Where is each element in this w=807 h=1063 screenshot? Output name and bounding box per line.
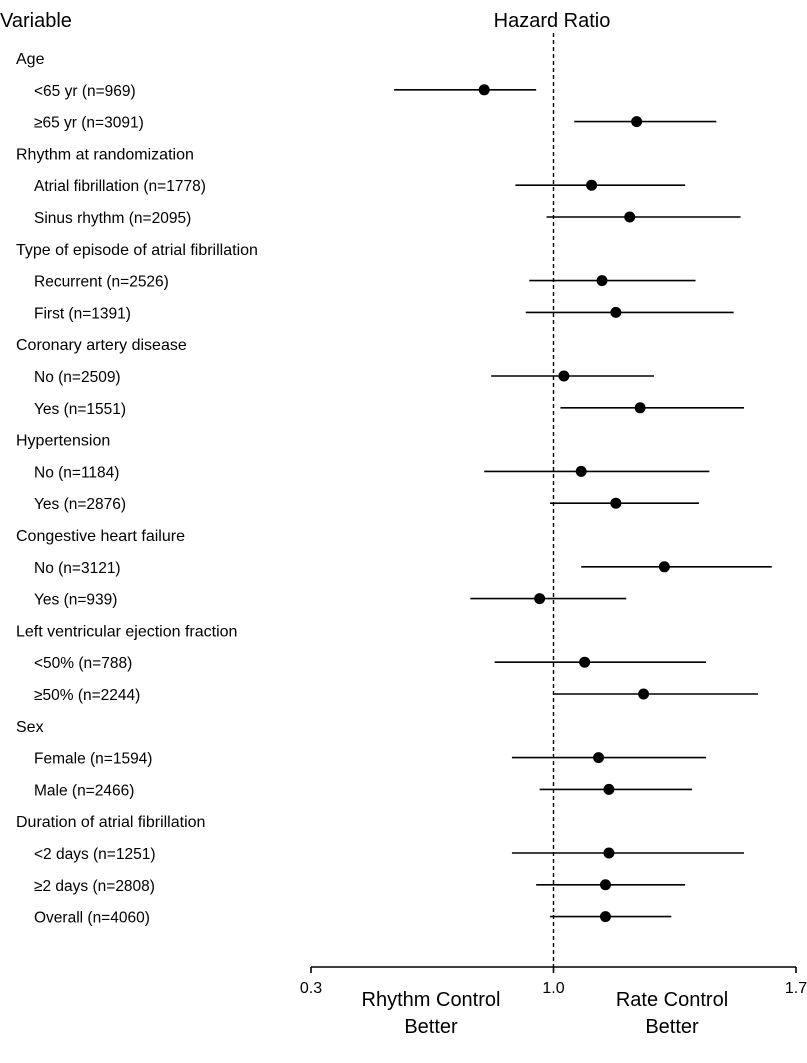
- hazard-ratio-point: [599, 879, 611, 891]
- hazard-ratio-point: [593, 752, 605, 764]
- group-label: Sex: [16, 719, 44, 736]
- x-axis: 0.3 1.0 1.7: [300, 33, 807, 997]
- subgroup-label: <2 days (n=1251): [34, 846, 156, 863]
- group-label: Duration of atrial fibrillation: [16, 814, 205, 831]
- hazard-ratio-point: [596, 275, 608, 287]
- hazard-ratio-point: [575, 465, 587, 477]
- subgroup-label: No (n=1184): [34, 464, 119, 481]
- group-label: Left ventricular ejection fraction: [16, 623, 237, 640]
- hazard-ratio-point: [478, 84, 490, 96]
- hazard-ratio-point: [579, 656, 591, 668]
- hazard-ratio-point: [558, 370, 570, 382]
- subgroup-label: ≥65 yr (n=3091): [34, 115, 144, 132]
- subgroup-label: Sinus rhythm (n=2095): [34, 210, 191, 227]
- subgroup-label: Yes (n=2876): [34, 496, 126, 513]
- rate-control-better-label-line2: Better: [645, 1016, 699, 1038]
- group-label: Hypertension: [16, 433, 110, 450]
- subgroup-label: Yes (n=1551): [34, 401, 126, 418]
- hazard-ratio-point: [603, 783, 615, 795]
- hazard-ratio-point: [658, 561, 670, 573]
- subgroup-label: <50% (n=788): [34, 655, 132, 672]
- hazard-ratio-point: [610, 497, 622, 509]
- hazard-ratio-point: [638, 688, 650, 700]
- subgroup-label: First (n=1391): [34, 305, 131, 322]
- hazard-ratio-point: [603, 847, 615, 859]
- x-tick-label: 1.0: [542, 980, 564, 997]
- group-label: Age: [16, 51, 45, 68]
- rhythm-control-better-label-line2: Better: [404, 1016, 458, 1038]
- subgroup-label: Recurrent (n=2526): [34, 274, 169, 291]
- variable-column-header: Variable: [0, 10, 72, 32]
- group-label: Congestive heart failure: [16, 528, 185, 545]
- hazard-ratio-point: [599, 911, 611, 923]
- subgroup-label: No (n=3121): [34, 560, 121, 577]
- subgroup-label: ≥2 days (n=2808): [34, 878, 155, 895]
- hazard-ratio-point: [624, 211, 636, 223]
- group-label: Coronary artery disease: [16, 337, 187, 354]
- hazard-ratio-column-header: Hazard Ratio: [494, 10, 611, 32]
- group-label: Type of episode of atrial fibrillation: [16, 242, 258, 259]
- subgroup-label: Male (n=2466): [34, 782, 134, 799]
- rate-control-better-label-line1: Rate Control: [616, 989, 728, 1011]
- subgroup-label: Yes (n=939): [34, 592, 117, 609]
- forest-rows: Age <65 yr (n=969) ≥65 yr (n=3091) Rhythm a…: [16, 51, 772, 927]
- subgroup-label: No (n=2509): [34, 369, 121, 386]
- subgroup-label: Female (n=1594): [34, 751, 152, 768]
- hazard-ratio-point: [634, 402, 646, 414]
- subgroup-label: Atrial fibrillation (n=1778): [34, 178, 206, 195]
- x-tick-label: 0.3: [300, 980, 322, 997]
- x-tick-label: 1.7: [785, 980, 807, 997]
- hazard-ratio-point: [631, 116, 643, 128]
- subgroup-label: ≥50% (n=2244): [34, 687, 140, 704]
- hazard-ratio-point: [610, 306, 622, 318]
- subgroup-label: <65 yr (n=969): [34, 83, 136, 100]
- subgroup-label: Overall (n=4060): [34, 910, 150, 927]
- group-label: Rhythm at randomization: [16, 146, 194, 163]
- rhythm-control-better-label-line1: Rhythm Control: [362, 989, 501, 1011]
- hazard-ratio-point: [534, 593, 546, 605]
- hazard-ratio-point: [586, 179, 598, 191]
